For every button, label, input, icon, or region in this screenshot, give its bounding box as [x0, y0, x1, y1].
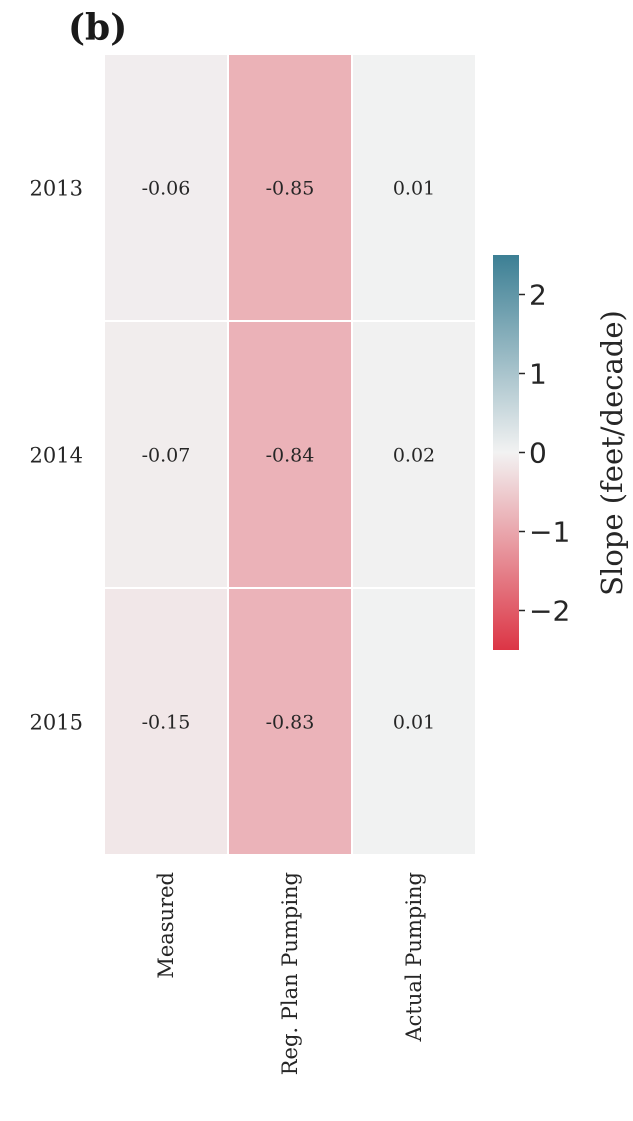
colorbar-tick-label: −2 [529, 595, 570, 628]
heatmap-cell [105, 589, 227, 854]
heatmap-cell [353, 322, 475, 587]
colorbar-tick-label: 1 [529, 358, 547, 391]
column-label: Measured [154, 872, 178, 979]
colorbar-tick-label: 2 [529, 279, 547, 312]
cell-value-label: -0.07 [142, 445, 191, 467]
row-labels: 2013 2014 2015 [30, 177, 83, 735]
column-label: Actual Pumping [402, 872, 426, 1043]
colorbar [493, 255, 519, 650]
colorbar-ticks: 2 1 0 −1 −2 [519, 279, 570, 628]
colorbar-tick-label: 0 [529, 437, 547, 470]
row-label: 2014 [30, 444, 83, 468]
cell-value-label: 0.01 [393, 712, 435, 734]
cell-value-label: -0.85 [266, 178, 315, 200]
heatmap-cell [229, 55, 351, 320]
cell-value-label: -0.15 [142, 712, 191, 734]
panel-label: (b) [68, 7, 127, 49]
cell-value-label: -0.83 [266, 712, 315, 734]
colorbar-label: Slope (feet/decade) [595, 310, 629, 596]
heatmap-cell [105, 322, 227, 587]
heatmap-cells: -0.06 -0.85 0.01 -0.07 -0.84 0.02 -0.15 -0.83 0.… [105, 55, 475, 854]
cell-value-label: 0.02 [393, 445, 435, 467]
colorbar-tick-label: −1 [529, 516, 570, 549]
cell-value-label: 0.01 [393, 178, 435, 200]
heatmap-cell [353, 55, 475, 320]
heatmap-cell [353, 589, 475, 854]
row-label: 2015 [30, 711, 83, 735]
heatmap-cell [229, 589, 351, 854]
row-label: 2013 [30, 177, 83, 201]
column-label: Reg. Plan Pumping [278, 872, 302, 1075]
heatmap-cell [229, 322, 351, 587]
cell-value-label: -0.06 [142, 178, 191, 200]
cell-value-label: -0.84 [266, 445, 315, 467]
column-labels: Measured Reg. Plan Pumping Actual Pumping [154, 872, 426, 1075]
heatmap-cell [105, 55, 227, 320]
